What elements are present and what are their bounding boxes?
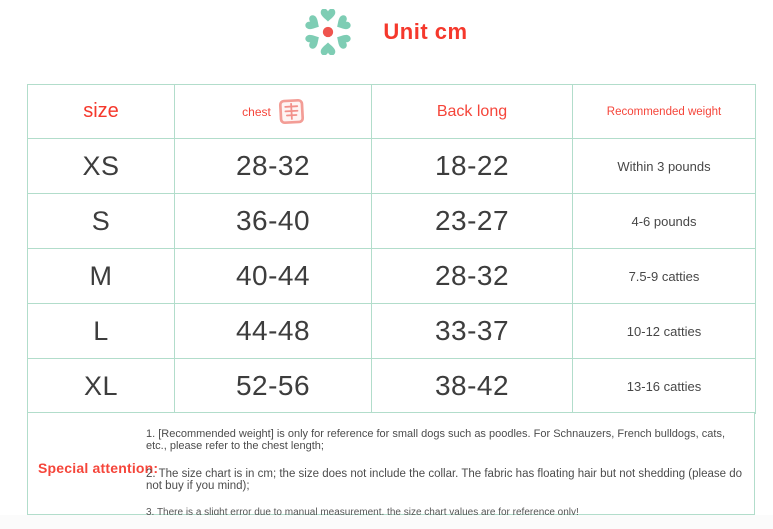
special-attention-label: Special attention:: [38, 460, 159, 476]
table-header-row: size chest Back long Recommended weight: [27, 84, 756, 139]
col-header-chest: chest: [174, 84, 372, 139]
table-row-s: S 36-40 23-27 4-6 pounds: [27, 193, 756, 249]
table-row-l: L 44-48 33-37 10-12 catties: [27, 303, 756, 359]
cell-back: 38-42: [371, 358, 573, 414]
special-attention-box: Special attention: 1. [Recommended weigh…: [27, 412, 755, 518]
note-item-1: 1. [Recommended weight] is only for refe…: [146, 428, 726, 452]
cell-back: 23-27: [371, 193, 573, 249]
cell-weight: 4-6 pounds: [572, 193, 756, 249]
table-row-xl: XL 52-56 38-42 13-16 catties: [27, 358, 756, 414]
note-item-3: 3. There is a slight error due to manual…: [146, 507, 579, 518]
cell-size: L: [27, 303, 175, 359]
cell-weight: Within 3 pounds: [572, 138, 756, 194]
flower-icon: [305, 9, 352, 55]
cell-back: 28-32: [371, 248, 573, 304]
cell-size: M: [27, 248, 175, 304]
table-row-m: M 40-44 28-32 7.5-9 catties: [27, 248, 756, 304]
cell-size: S: [27, 193, 175, 249]
cell-weight: 10-12 catties: [572, 303, 756, 359]
cell-weight: 7.5-9 catties: [572, 248, 756, 304]
table-row-xs: XS 28-32 18-22 Within 3 pounds: [27, 138, 756, 194]
notes-list: 1. [Recommended weight] is only for refe…: [146, 428, 746, 518]
cell-chest: 28-32: [174, 138, 372, 194]
cell-size: XS: [27, 138, 175, 194]
cell-chest: 36-40: [174, 193, 372, 249]
stamp-wei-icon: [278, 98, 304, 125]
cell-chest: 44-48: [174, 303, 372, 359]
cell-back: 33-37: [371, 303, 573, 359]
col-header-recommended-weight: Recommended weight: [572, 84, 756, 139]
cell-weight: 13-16 catties: [572, 358, 756, 414]
col-header-size: size: [27, 84, 175, 139]
col-header-back-long: Back long: [371, 84, 573, 139]
page-title: Unit cm: [383, 19, 468, 44]
cell-chest: 52-56: [174, 358, 372, 414]
cell-back: 18-22: [371, 138, 573, 194]
col-header-chest-label: chest: [242, 104, 271, 119]
page-header: Unit cm: [0, 6, 773, 58]
footer-strip: [0, 515, 773, 529]
cell-size: XL: [27, 358, 175, 414]
size-chart-table: size chest Back long Recommended weight …: [27, 84, 756, 414]
cell-chest: 40-44: [174, 248, 372, 304]
note-item-2: 2. The size chart is in cm; the size doe…: [146, 468, 743, 492]
